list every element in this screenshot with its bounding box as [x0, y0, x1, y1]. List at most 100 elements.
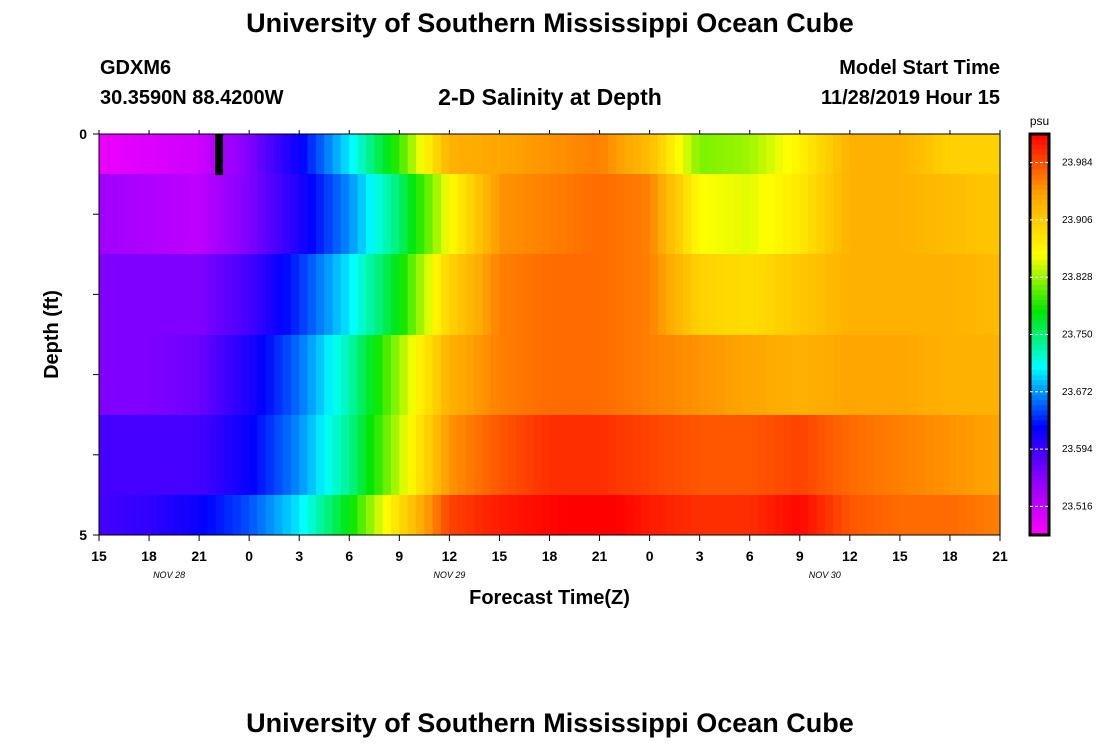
heatmap-cell	[549, 335, 559, 415]
heatmap-cell	[549, 134, 559, 174]
heatmap-cell	[916, 254, 926, 335]
heatmap-cell	[532, 335, 542, 415]
y-tick-label: 5	[79, 527, 87, 543]
heatmap-cell	[607, 415, 617, 495]
heatmap-cell	[607, 335, 617, 415]
colorbar-band	[1030, 334, 1049, 341]
heatmap-cell	[974, 174, 984, 254]
heatmap-cell	[741, 254, 751, 335]
colorbar-band	[1030, 284, 1049, 290]
heatmap-cell	[708, 134, 717, 174]
colorbar-band	[1030, 379, 1049, 386]
heatmap-cell	[516, 415, 526, 495]
x-tick-label: 21	[992, 548, 1008, 564]
colorbar-tick-label: 23.906	[1062, 215, 1093, 226]
heatmap-cell	[699, 415, 709, 495]
heatmap-cell	[733, 335, 742, 415]
heatmap-cell	[140, 415, 150, 495]
heatmap-cell	[849, 495, 859, 535]
heatmap-cell	[741, 495, 751, 535]
heatmap-cell	[574, 254, 584, 335]
heatmap-cell	[833, 254, 843, 335]
colorbar-band	[1030, 159, 1049, 165]
heatmap-cell	[899, 335, 909, 415]
heatmap-cell	[774, 134, 784, 174]
date-label: NOV 29	[433, 570, 465, 580]
heatmap-cell	[407, 335, 417, 415]
heatmap-cell	[916, 335, 926, 415]
heatmap-cell	[824, 415, 834, 495]
heatmap-cell	[841, 254, 851, 335]
heatmap-cell	[974, 134, 984, 174]
heatmap-cell	[641, 495, 651, 535]
heatmap-cell	[582, 495, 592, 535]
heatmap-cell	[457, 415, 467, 495]
heatmap-cell	[99, 335, 108, 415]
heatmap-cell	[390, 415, 400, 495]
heatmap-cell	[340, 174, 350, 254]
colorbar-band	[1030, 304, 1049, 311]
heatmap-cell	[265, 134, 275, 174]
heatmap-cell	[741, 415, 751, 495]
heatmap-cell	[616, 415, 626, 495]
heatmap-cell	[599, 335, 609, 415]
heatmap-cell	[290, 335, 300, 415]
heatmap-cell	[891, 254, 901, 335]
colorbar-band	[1030, 204, 1049, 210]
heatmap-cell	[482, 174, 492, 254]
heatmap-cell	[941, 415, 951, 495]
colorbar-band	[1030, 439, 1049, 446]
colorbar-band	[1030, 214, 1049, 220]
heatmap-cell	[399, 174, 409, 254]
heatmap-cell	[557, 415, 567, 495]
heatmap-cell	[791, 134, 801, 174]
heatmap-cell	[783, 254, 793, 335]
heatmap-cell	[282, 134, 292, 174]
heatmap-cell	[282, 415, 292, 495]
date-label: NOV 28	[153, 570, 185, 580]
heatmap-cell	[524, 495, 534, 535]
heatmap-cell	[365, 254, 375, 335]
heatmap-cell	[566, 254, 576, 335]
heatmap-cell	[257, 415, 267, 495]
heatmap-cell	[791, 495, 801, 535]
x-tick-label: 12	[442, 548, 458, 564]
heatmap-cell	[933, 415, 943, 495]
x-tick-label: 15	[892, 548, 908, 564]
heatmap-cell	[516, 495, 526, 535]
heatmap-cell	[215, 174, 225, 254]
heatmap-cell	[124, 495, 133, 535]
heatmap-cell	[365, 495, 375, 535]
heatmap-cell	[858, 335, 868, 415]
heatmap-cell	[791, 254, 801, 335]
heatmap-cell	[774, 335, 784, 415]
heatmap-cell	[924, 254, 934, 335]
heatmap-cell	[708, 495, 717, 535]
heatmap-cell	[441, 335, 450, 415]
heatmap-cell	[124, 335, 133, 415]
heatmap-cell	[441, 134, 450, 174]
heatmap-cell	[632, 415, 642, 495]
heatmap-cell	[808, 415, 818, 495]
heatmap-cell	[182, 174, 192, 254]
heatmap-cell	[349, 254, 359, 335]
heatmap-cell	[599, 174, 609, 254]
colorbar-band	[1030, 189, 1049, 195]
heatmap-cell	[632, 174, 642, 254]
heatmap-cell	[124, 254, 133, 335]
heatmap-cell	[407, 254, 417, 335]
heatmap-cell	[307, 134, 317, 174]
x-tick-label: 18	[542, 548, 558, 564]
heatmap-cell	[357, 415, 367, 495]
heatmap-cell	[941, 495, 951, 535]
heatmap-cell	[157, 254, 167, 335]
heatmap-cell	[833, 134, 843, 174]
heatmap-cell	[282, 335, 292, 415]
heatmap-cell	[516, 134, 526, 174]
heatmap-cell	[382, 495, 392, 535]
heatmap-cell	[816, 415, 826, 495]
heatmap-cell	[524, 254, 534, 335]
heatmap-cell	[616, 254, 626, 335]
heatmap-cell	[682, 495, 692, 535]
colorbar-band	[1030, 389, 1049, 396]
